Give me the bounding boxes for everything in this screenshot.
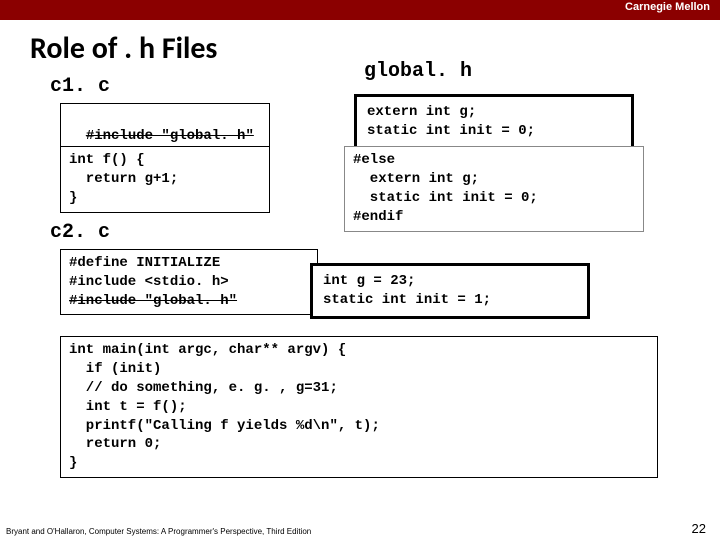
c2-main-text: int main(int argc, char** argv) { if (in… [69,342,380,471]
c1-body-box: int f() { return g+1; } [60,146,270,213]
c2-main-box: int main(int argc, char** argv) { if (in… [60,336,658,478]
page-number: 22 [692,521,706,536]
label-c1: c1. c [50,75,110,98]
footer-citation: Bryant and O'Hallaron, Computer Systems:… [6,527,311,536]
c1-include-box: #include "global. h" [60,103,270,151]
c1-include-text: #include "global. h" [86,128,254,144]
branding-text: Carnegie Mellon [625,1,710,13]
label-globalh: global. h [364,60,472,83]
c2-header-box: #define INITIALIZE #include <stdio. h> #… [60,249,318,315]
c2-black-box-text: int g = 23; static int init = 1; [323,273,491,308]
c1-body-text: int f() { return g+1; } [69,152,178,206]
label-c2: c2. c [50,221,110,244]
c2-include-text: #include "global. h" [69,293,237,309]
c2-black-box: int g = 23; static int init = 1; [310,263,590,319]
top-bar: Carnegie Mellon [0,0,720,20]
c2-header-lines: #define INITIALIZE #include <stdio. h> [69,255,229,290]
globalh-else-text: #else extern int g; static int init = 0;… [353,152,538,225]
globalh-else-box: #else extern int g; static int init = 0;… [344,146,644,232]
globalh-top-text: extern int g; static int init = 0; [367,104,535,139]
globalh-top-box: extern int g; static int init = 0; [354,94,634,150]
